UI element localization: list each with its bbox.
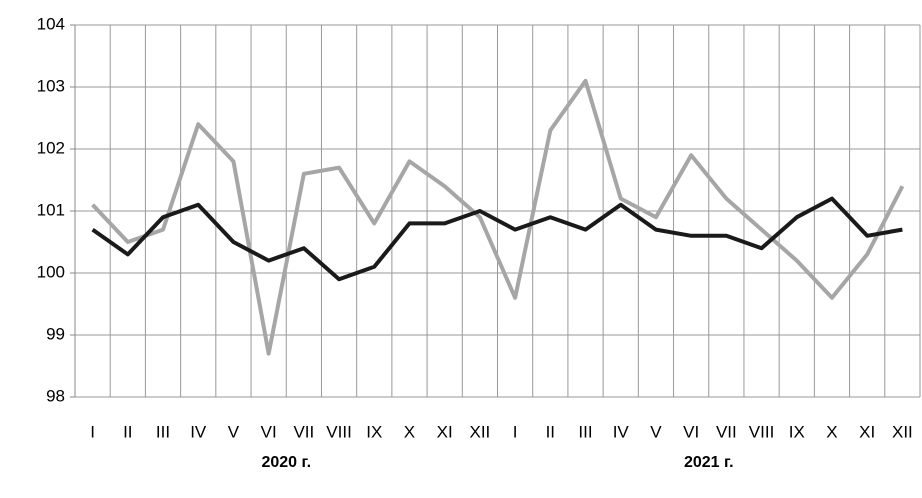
x-tick-label: XII [469, 422, 490, 441]
x-tick-label: IX [366, 422, 382, 441]
x-tick-label: VIII [749, 422, 775, 441]
series-line [91, 196, 903, 282]
x-tick-label: XII [892, 422, 913, 441]
x-tick-label: III [578, 422, 592, 441]
x-tick-label: IV [613, 422, 630, 441]
x-tick-label: II [123, 422, 132, 441]
x-tick-label: XI [859, 422, 875, 441]
x-tick-label: III [156, 422, 170, 441]
x-tick-label: VII [716, 422, 737, 441]
x-tick-label: X [404, 422, 415, 441]
x-tick-label: VI [683, 422, 699, 441]
y-tick-label: 104 [37, 14, 65, 33]
y-tick-label: 100 [37, 262, 65, 281]
x-group-label: 2020 г. [261, 454, 311, 471]
y-tick-label: 102 [37, 138, 65, 157]
y-tick-label: 99 [46, 324, 65, 343]
y-tick-label: 98 [46, 386, 65, 405]
x-tick-label: IX [789, 422, 805, 441]
x-tick-label: VII [293, 422, 314, 441]
x-tick-label: I [513, 422, 518, 441]
x-group-label: 2021 г. [684, 454, 734, 471]
x-tick-label: V [228, 422, 240, 441]
series-line [91, 78, 905, 356]
x-tick-label: II [546, 422, 555, 441]
y-tick-label: 101 [37, 200, 65, 219]
y-tick-label: 103 [37, 76, 65, 95]
x-tick-label: V [650, 422, 662, 441]
x-tick-label: IV [190, 422, 207, 441]
x-tick-label: I [90, 422, 95, 441]
x-tick-label: X [826, 422, 837, 441]
x-tick-label: VI [261, 422, 277, 441]
x-tick-label: XI [437, 422, 453, 441]
x-tick-label: VIII [326, 422, 352, 441]
